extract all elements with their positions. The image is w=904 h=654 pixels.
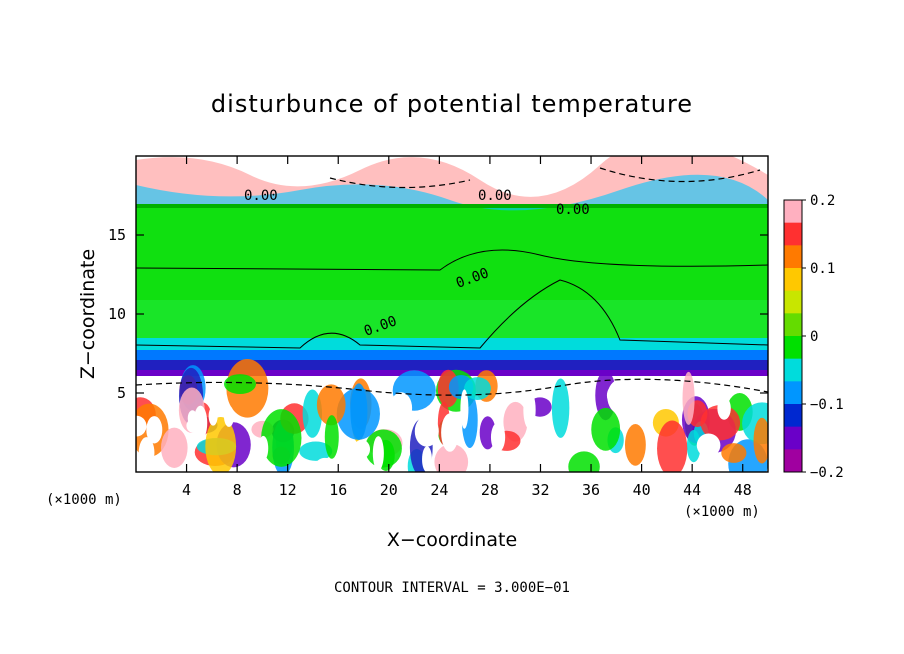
turbulent-cell bbox=[316, 384, 346, 426]
turbulent-cell bbox=[721, 443, 747, 463]
mid-green bbox=[136, 300, 768, 340]
top-dashed-contour bbox=[329, 167, 761, 189]
turbulent-cell bbox=[591, 407, 621, 451]
turbulent-cell-neutral bbox=[223, 405, 234, 427]
colorbar-segment bbox=[784, 313, 802, 337]
x-unit-label-left: (×1000 m) bbox=[46, 492, 122, 508]
turbulent-cells bbox=[136, 358, 768, 472]
contour-label-2: 0.00 bbox=[478, 188, 512, 204]
turbulent-cell bbox=[160, 427, 188, 468]
x-tick-label: 16 bbox=[329, 481, 347, 499]
colorbar-segment bbox=[784, 268, 802, 292]
turbulent-cell bbox=[299, 441, 333, 461]
x-unit-label-right: (×1000 m) bbox=[684, 504, 760, 520]
turbulent-cell bbox=[700, 404, 741, 441]
lower-dashed-contour bbox=[136, 378, 768, 396]
y-tick-label: 15 bbox=[108, 226, 126, 244]
turbulent-cell-neutral bbox=[562, 437, 571, 457]
colorbar-segment bbox=[784, 245, 802, 269]
turbulent-cell-neutral bbox=[138, 437, 155, 469]
upper-band-cool bbox=[136, 174, 768, 211]
x-tick-label: 48 bbox=[734, 481, 752, 499]
x-tick-label: 4 bbox=[182, 481, 191, 499]
plot-area bbox=[136, 156, 768, 472]
blue-layer bbox=[136, 350, 768, 360]
y-axis: 5 10 15 bbox=[108, 226, 768, 402]
x-tick-label: 44 bbox=[683, 481, 701, 499]
turbulent-cell-neutral bbox=[390, 392, 413, 424]
contour-label-3: 0.00 bbox=[556, 202, 590, 218]
turbulent-cell bbox=[324, 415, 339, 459]
turbulent-cell-neutral bbox=[315, 457, 335, 472]
colorbar-segment bbox=[784, 358, 802, 382]
turbulent-cell-neutral bbox=[353, 439, 371, 459]
x-tick-label: 20 bbox=[380, 481, 398, 499]
turbulent-cell-neutral bbox=[258, 435, 269, 461]
colorbar-tick-label: 0.1 bbox=[810, 261, 835, 277]
chart-title: disturbunce of potential temperature bbox=[211, 90, 693, 118]
turbulent-cell-neutral bbox=[372, 436, 384, 471]
upper-contour bbox=[136, 249, 768, 271]
cyan-layer bbox=[136, 338, 768, 350]
x-tick-label: 8 bbox=[233, 481, 242, 499]
y-tick-label: 10 bbox=[108, 305, 126, 323]
turbulent-cell-neutral bbox=[146, 416, 163, 444]
turbulent-cell bbox=[434, 443, 469, 472]
turbulent-cell-neutral bbox=[696, 433, 721, 458]
x-tick-label: 28 bbox=[481, 481, 499, 499]
turbulent-cell bbox=[657, 420, 688, 472]
turbulent-cell bbox=[568, 451, 600, 472]
turbulent-cell-neutral bbox=[607, 379, 633, 414]
x-axis-label: X−coordinate bbox=[387, 529, 517, 551]
footer-contour-interval: CONTOUR INTERVAL = 3.000E−01 bbox=[334, 580, 570, 596]
colorbar-segment bbox=[784, 336, 802, 360]
turbulent-cell bbox=[336, 387, 380, 440]
colorbar-segment bbox=[784, 404, 802, 428]
turbulent-cell bbox=[682, 371, 695, 425]
turbulent-cell-neutral bbox=[441, 413, 459, 452]
colorbar-tick-label: −0.2 bbox=[810, 465, 844, 481]
turbulent-cell bbox=[551, 378, 570, 438]
y-axis-label: Z−coordinate bbox=[77, 249, 99, 379]
colorbar-segment bbox=[784, 222, 802, 246]
colorbar: 0.2 0.1 0 −0.1 −0.2 bbox=[783, 193, 844, 481]
turbulent-cell-neutral bbox=[414, 415, 439, 447]
x-tick-label: 12 bbox=[279, 481, 297, 499]
colorbar-segment bbox=[784, 290, 802, 314]
x-tick-label: 40 bbox=[633, 481, 651, 499]
colorbar-tick-label: 0 bbox=[810, 329, 818, 345]
turbulent-cell bbox=[753, 417, 768, 464]
colorbar-segment bbox=[784, 381, 802, 405]
turbulent-cell-neutral bbox=[490, 422, 506, 453]
turbulent-cell-neutral bbox=[717, 396, 731, 420]
colorbar-segment bbox=[784, 200, 802, 224]
x-tick-label: 32 bbox=[531, 481, 549, 499]
turbulent-cell-neutral bbox=[208, 406, 218, 426]
turbulent-cell bbox=[464, 377, 491, 400]
turbulent-cell-neutral bbox=[460, 389, 469, 429]
x-tick-label: 36 bbox=[582, 481, 600, 499]
navy-layer bbox=[136, 360, 768, 370]
turbulent-cell-neutral bbox=[523, 390, 536, 430]
turbulent-cell-neutral bbox=[186, 418, 202, 434]
turbulent-cell-neutral bbox=[136, 415, 147, 437]
turbulent-cell bbox=[624, 423, 646, 466]
turbulent-cell bbox=[224, 374, 257, 394]
contour-label-1: 0.00 bbox=[244, 188, 278, 204]
turbulent-cell bbox=[205, 417, 237, 472]
colorbar-tick-label: −0.1 bbox=[810, 397, 844, 413]
turbulent-cell bbox=[261, 409, 302, 467]
x-axis: 4 8 12 16 20 24 28 32 36 40 44 48 bbox=[182, 156, 752, 499]
mid-contour bbox=[136, 279, 768, 349]
x-tick-label: 24 bbox=[430, 481, 448, 499]
colorbar-segment bbox=[784, 449, 802, 473]
turbulent-cell-neutral bbox=[422, 446, 432, 472]
tropopause-line bbox=[136, 204, 768, 208]
colorbar-tick-label: 0.2 bbox=[810, 193, 835, 209]
y-tick-label: 5 bbox=[117, 384, 126, 402]
colorbar-segment bbox=[784, 426, 802, 450]
